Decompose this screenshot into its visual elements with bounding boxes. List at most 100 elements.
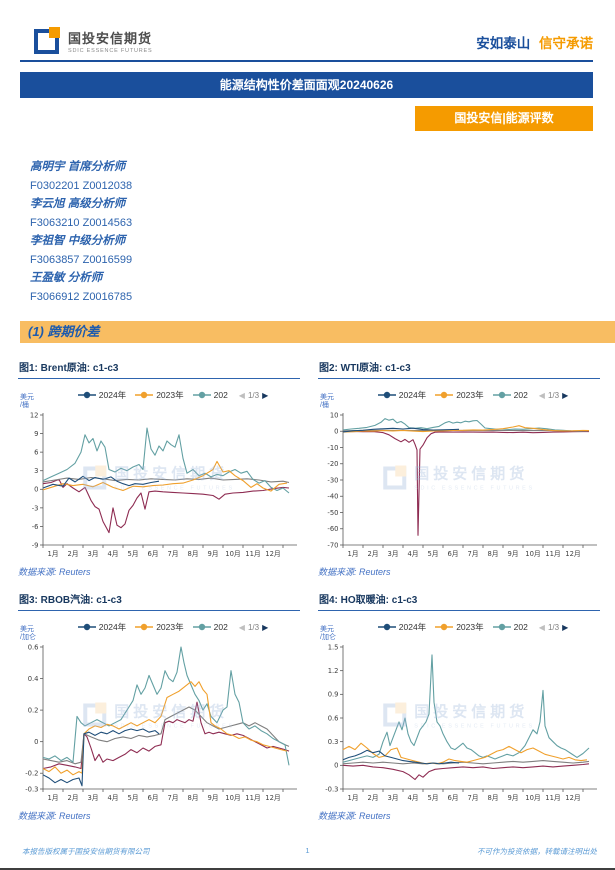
legend-pager: ◀ 1/3 ▶ <box>539 391 568 400</box>
series-2020年 <box>42 701 290 770</box>
legend-next-arrow-icon[interactable]: ▶ <box>262 390 269 400</box>
chart-svg: 1.5 1.2 0.9 0.6 0.3 0 -0.3 1月 2月 3月 4月 5月 6月 7月 8月 9月 10… <box>325 643 597 802</box>
footer-page-number: 1 <box>305 846 310 855</box>
data-source-note: 数据来源: Reuters <box>318 567 391 577</box>
svg-text:0: 0 <box>334 762 338 770</box>
legend-label: 2024年 <box>398 390 427 400</box>
svg-text:2月: 2月 <box>367 550 378 558</box>
chart-svg: 12 9 6 3 0 -3 -6 -9 1月 2月 3月 4月 5月 6月 7月 8月 9月 10月 11月 12月 <box>30 411 297 558</box>
svg-text:5月: 5月 <box>127 794 138 802</box>
svg-text:11月: 11月 <box>545 550 560 558</box>
chart-legend-row: 美元 /桶 2024年 2023年 202 ◀ 1/3 ▶ <box>318 385 600 409</box>
legend-item[interactable]: 2023年 <box>135 389 184 401</box>
company-logo-group: 国投安信期货 SDIC ESSENCE FUTURES <box>34 27 152 54</box>
chart-svg: 0.6 0.4 0.2 0 -0.2 -0.3 1月 2月 3月 4月 5月 6月 7月 8月 9月 10月 1… <box>25 643 297 802</box>
svg-text:6月: 6月 <box>447 794 458 802</box>
legend-prev-arrow-icon[interactable]: ◀ <box>238 622 245 632</box>
legend-label: 202 <box>213 622 228 632</box>
legend-item[interactable]: 2023年 <box>435 621 484 633</box>
legend-line-marker-icon <box>77 391 96 399</box>
analyst-name: 王盈敏 分析师 <box>30 272 103 284</box>
legend-pager: ◀ 1/3 ▶ <box>239 391 268 400</box>
logo-blue-square <box>34 29 59 54</box>
legend-label: 2024年 <box>98 622 127 632</box>
svg-text:0.6: 0.6 <box>28 643 39 651</box>
chart-title-rule <box>18 610 300 611</box>
company-logo-icon <box>34 27 61 54</box>
svg-text:11月: 11月 <box>545 794 560 802</box>
legend-item[interactable]: 202 <box>192 390 228 400</box>
analyst-code: F3063210 Z0014563 <box>30 216 133 229</box>
legend-item[interactable]: 2023年 <box>435 389 484 401</box>
chart-plot-area: 1.5 1.2 0.9 0.6 0.3 0 -0.3 1月 2月 3月 4月 5月 6月 7月 8月 9月 10… <box>318 641 600 805</box>
legend-item[interactable]: 202 <box>492 622 528 632</box>
legend-next-arrow-icon[interactable]: ▶ <box>262 622 269 632</box>
legend-item[interactable]: 2024年 <box>77 621 127 633</box>
svg-text:-0.3: -0.3 <box>325 785 338 793</box>
legend-item[interactable]: 2023年 <box>135 621 184 633</box>
series-2022年 <box>42 427 290 494</box>
svg-text:-20: -20 <box>327 460 338 468</box>
svg-text:8月: 8月 <box>187 550 198 558</box>
legend-line-marker-icon <box>492 623 511 631</box>
legend-item[interactable]: 2024年 <box>377 389 427 401</box>
legend-line-marker-icon <box>435 623 454 631</box>
svg-text:3月: 3月 <box>387 550 398 558</box>
legend-prev-arrow-icon[interactable]: ◀ <box>238 390 245 400</box>
svg-text:9月: 9月 <box>507 550 518 558</box>
unit-line-1: 美元 <box>320 626 334 633</box>
series-2023年 <box>42 460 288 492</box>
legend-next-arrow-icon[interactable]: ▶ <box>562 390 569 400</box>
unit-line-1: 美元 <box>20 394 34 401</box>
svg-text:3月: 3月 <box>87 794 98 802</box>
legend-item[interactable]: 2024年 <box>77 389 126 401</box>
svg-text:-70: -70 <box>327 541 338 549</box>
company-slogan: 安如泰山 信守承诺 <box>476 32 593 54</box>
svg-text:12月: 12月 <box>265 550 280 558</box>
legend-line-marker-icon <box>377 623 396 631</box>
svg-text:12月: 12月 <box>565 794 580 802</box>
report-title-banner: 能源结构性价差面面观20240626 <box>20 72 593 98</box>
legend-label: 2023年 <box>456 622 484 632</box>
svg-text:7月: 7月 <box>167 794 178 802</box>
legend-line-marker-icon <box>435 391 454 399</box>
legend-label: 2023年 <box>456 390 484 400</box>
legend-item[interactable]: 202 <box>492 390 528 400</box>
series-2022年 <box>42 646 290 766</box>
page-footer: 本报告版权属于国投安信期货有限公司 1 不可作为投资依据，转载请注明出处 <box>0 846 615 860</box>
series-2023年 <box>342 425 590 433</box>
svg-text:7月: 7月 <box>467 550 478 558</box>
footer-disclaimer: 不可作为投资依据，转载请注明出处 <box>477 847 597 856</box>
legend-item[interactable]: 202 <box>192 622 228 632</box>
svg-text:4月: 4月 <box>407 550 418 558</box>
legend-prev-arrow-icon[interactable]: ◀ <box>538 390 545 400</box>
series-2021年 <box>42 706 290 765</box>
chart-legend-items: 2024年 2023年 202 ◀ 1/3 ▶ <box>318 385 600 401</box>
legend-line-marker-icon <box>77 623 96 631</box>
svg-text:10月: 10月 <box>525 794 540 802</box>
chart-legend-items: 2024年 2023年 202 ◀ 1/3 ▶ <box>18 385 300 401</box>
chart-title: 图1: Brent原油: c1-c3 <box>19 363 119 374</box>
legend-item[interactable]: 2024年 <box>377 621 426 633</box>
svg-text:2月: 2月 <box>367 794 378 802</box>
legend-page-indicator: 1/3 <box>247 390 260 400</box>
chart-legend-row: 美元 /加仑 2024年 2023年 202 ◀ 1/3 ▶ <box>18 617 300 641</box>
logo-orange-square <box>49 27 60 38</box>
series-2021年 <box>342 760 590 765</box>
svg-text:-10: -10 <box>327 444 338 452</box>
svg-text:5月: 5月 <box>127 550 138 558</box>
series-2020年 <box>342 763 590 781</box>
svg-text:0.3: 0.3 <box>328 738 339 746</box>
svg-text:1月: 1月 <box>47 550 58 558</box>
chart-wti-c1c3: 图2: WTI原油: c1-c3 美元 /桶 2024年 2023年 202 ◀ 1/3… <box>318 356 600 578</box>
legend-next-arrow-icon[interactable]: ▶ <box>562 622 569 632</box>
legend-prev-arrow-icon[interactable]: ◀ <box>538 622 545 632</box>
y-axis-unit-label: 美元 /桶 <box>20 394 34 410</box>
chart-legend-items: 2024年 2023年 202 ◀ 1/3 ▶ <box>318 617 600 633</box>
svg-text:12月: 12月 <box>565 550 580 558</box>
svg-text:2月: 2月 <box>67 550 78 558</box>
svg-text:8月: 8月 <box>487 794 498 802</box>
svg-text:-40: -40 <box>327 493 338 501</box>
svg-text:-60: -60 <box>327 525 338 533</box>
svg-text:10月: 10月 <box>525 550 540 558</box>
